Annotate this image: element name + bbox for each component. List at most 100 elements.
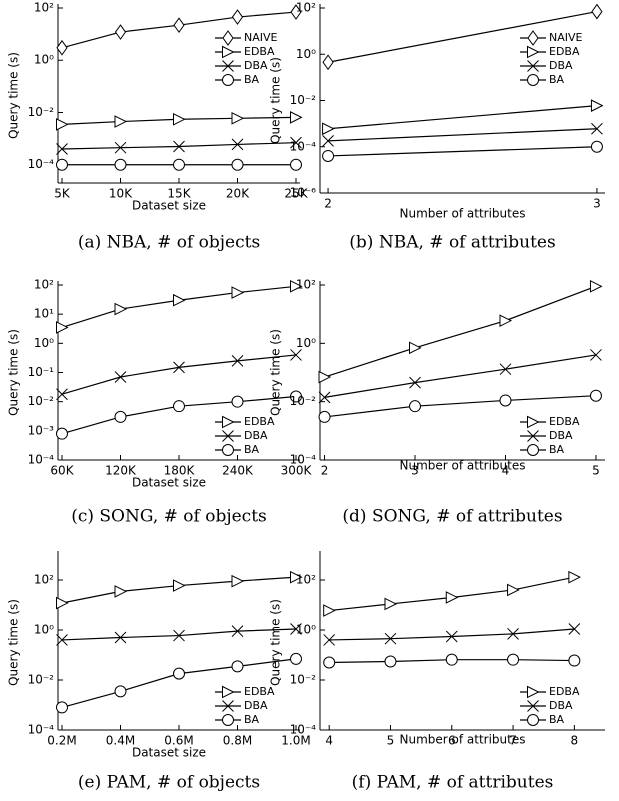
point (290, 158, 302, 171)
x-tick-label: 6 (448, 734, 456, 748)
legend-label: DBA (549, 699, 573, 712)
point (114, 631, 127, 644)
point (323, 604, 336, 617)
point (222, 444, 234, 456)
x-axis-label: Dataset size (132, 476, 206, 490)
x-tick-label: 120K (105, 464, 137, 478)
legend-label: DBA (549, 59, 573, 72)
point (222, 685, 235, 699)
y-tick-label: 10² (296, 1, 316, 15)
series-line (61, 285, 297, 329)
y-tick-label: 10¹ (34, 307, 54, 321)
point (590, 349, 602, 361)
point (589, 389, 602, 402)
point (56, 118, 69, 131)
point (222, 45, 235, 59)
point (591, 3, 603, 20)
point (114, 24, 127, 40)
point (527, 30, 539, 46)
y-tick-label: 10⁻² (290, 93, 317, 107)
x-tick-label: 4 (502, 464, 510, 478)
point (114, 141, 127, 154)
point (56, 634, 68, 646)
series-line (61, 354, 297, 395)
point (322, 149, 335, 162)
point (507, 628, 519, 640)
point (173, 629, 185, 642)
x-tick-label: 3 (593, 197, 601, 211)
point (591, 122, 603, 135)
legend-label: EDBA (244, 685, 275, 698)
legend-label: EDBA (549, 685, 580, 698)
point (114, 685, 127, 698)
x-axis-label: Number of attributes (400, 207, 526, 221)
point (590, 99, 604, 112)
legend-label: DBA (549, 429, 573, 442)
y-tick-label: 10² (296, 573, 316, 587)
point (527, 700, 539, 712)
point (409, 400, 421, 413)
legend-label: BA (244, 443, 260, 456)
x-axis-label: Dataset size (132, 746, 206, 760)
caption: (f) PAM, # of attributes (352, 773, 554, 793)
y-axis-label: Query time (s) (7, 329, 21, 416)
point (56, 143, 68, 155)
x-tick-label: 5 (387, 734, 395, 748)
point (290, 570, 303, 584)
point (527, 415, 540, 429)
caption: (e) PAM, # of objects (78, 773, 260, 793)
x-tick-label: 5 (592, 464, 600, 478)
x-tick-label: 0.4M (106, 734, 135, 748)
y-tick-label: 10⁻⁴ (290, 723, 317, 737)
point (323, 656, 336, 669)
x-tick-label: 1.0M (281, 734, 310, 748)
x-tick-label: 0.6M (164, 734, 193, 748)
y-tick-label: 10⁻² (28, 394, 55, 408)
point (231, 111, 245, 125)
series-line (324, 285, 597, 378)
legend-label: EDBA (244, 45, 275, 58)
point (527, 430, 539, 442)
x-tick-label: 60K (50, 464, 74, 478)
point (499, 363, 512, 376)
x-tick-label: 5K (54, 187, 71, 201)
point (231, 660, 244, 673)
y-tick-label: 10⁻³ (28, 423, 55, 437)
x-tick-label: 20K (226, 187, 250, 201)
point (323, 634, 336, 646)
chart-panel: 10⁻⁶ 10⁻⁴ 10⁻² 10⁰ 10² 2 3 Number of attributes… (269, 1, 605, 253)
x-tick-label: 15K (167, 187, 191, 201)
x-tick-label: 0.8M (223, 734, 252, 748)
point (384, 655, 397, 668)
chart-panel: 10⁻⁴ 10⁻² 10⁰ 10² 2 3 4 5 Number of attributes Qu… (269, 278, 605, 527)
legend-label: DBA (244, 59, 268, 72)
point (56, 388, 68, 401)
point (590, 140, 603, 153)
point (318, 410, 331, 423)
series-line (327, 10, 598, 63)
point (507, 653, 520, 666)
series-line (61, 628, 297, 641)
y-axis-label: Query time (s) (269, 599, 283, 686)
y-axis-label: Query time (s) (7, 599, 21, 686)
point (322, 54, 334, 71)
point (173, 361, 185, 374)
series-line (329, 576, 575, 612)
y-tick-label: 10⁰ (34, 53, 54, 67)
x-tick-label: 240K (222, 464, 254, 478)
y-axis-label: Query time (s) (269, 329, 283, 416)
point (222, 30, 234, 46)
legend-label: BA (244, 713, 260, 726)
chart-panel: 10⁻⁴ 10⁻³ 10⁻² 10⁻¹ 10⁰ 10¹ 10² 60K 120K 180K 240K… (7, 278, 313, 527)
x-tick-label: 300K (281, 464, 313, 478)
point (527, 444, 539, 456)
point (114, 158, 127, 171)
point (290, 390, 302, 403)
point (527, 74, 539, 86)
chart-panel: 10⁻⁴ 10⁻² 10⁰ 10² 4 5 6 7 8 Number of attributes Q… (269, 551, 605, 793)
legend-label: NAIVE (549, 31, 583, 44)
point (173, 158, 185, 171)
point (222, 60, 234, 72)
x-axis-label: Number of attributes (400, 459, 526, 473)
y-tick-label: 10⁻² (28, 673, 55, 687)
